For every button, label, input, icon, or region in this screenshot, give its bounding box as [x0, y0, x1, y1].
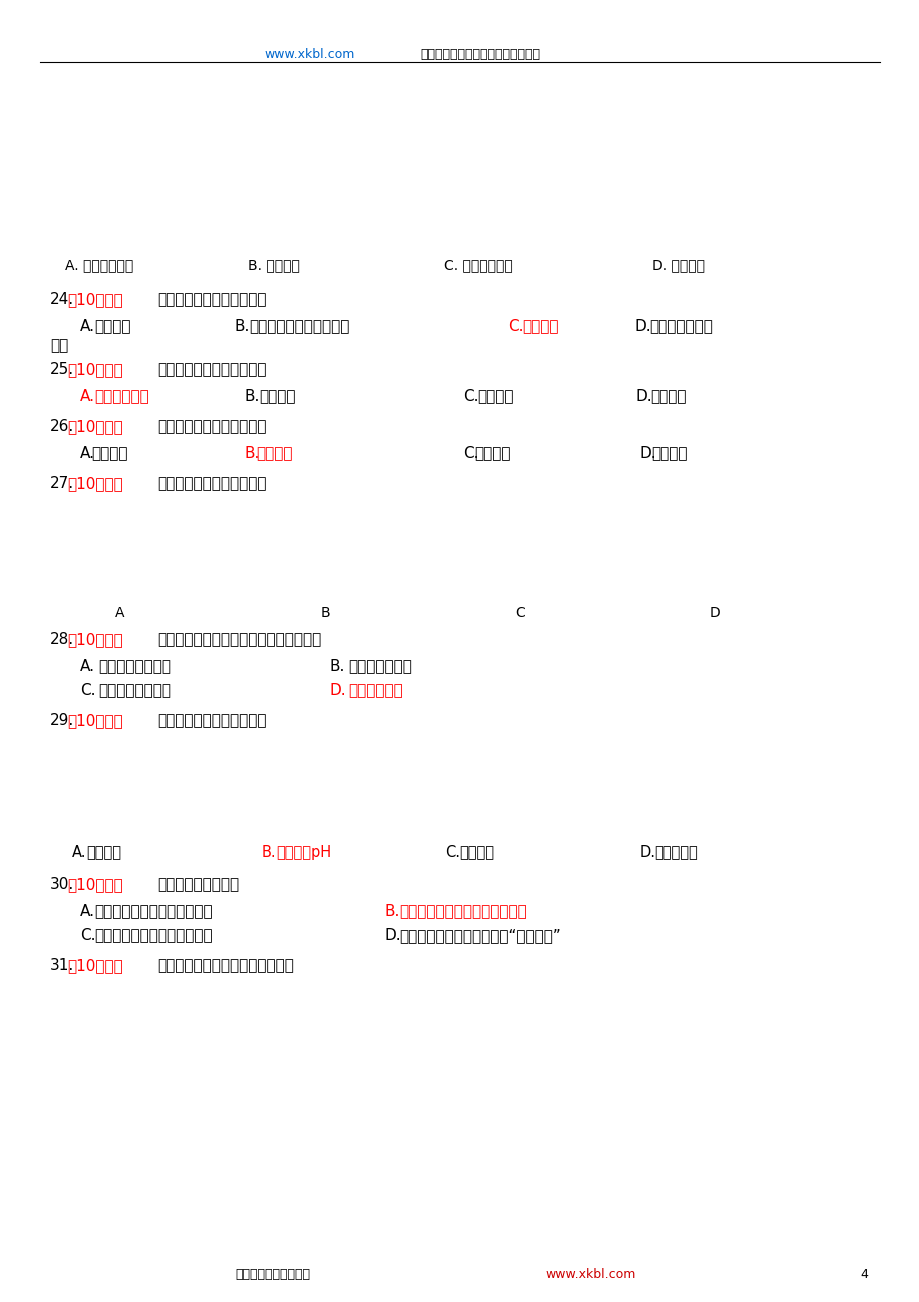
Text: （10南昌）: （10南昌） [67, 292, 122, 307]
Text: D: D [709, 605, 720, 620]
Text: A.: A. [72, 845, 86, 861]
Bar [474, 730, 650, 831]
Text: C.: C. [507, 319, 523, 335]
Text: A: A [115, 605, 125, 620]
Text: （10笔庆）: （10笔庆） [67, 878, 122, 892]
Text: www.xkbl.com: www.xkbl.com [544, 1268, 635, 1281]
Text: 下列变化属于化学变化的是: 下列变化属于化学变化的是 [157, 292, 267, 307]
Text: 氧气: 氧气 [50, 339, 68, 353]
Text: 新课标第一网系列资料: 新课标第一网系列资料 [234, 1268, 310, 1281]
Text: C.: C. [445, 845, 460, 861]
Text: 4: 4 [859, 1268, 867, 1281]
Text: A.: A. [80, 659, 95, 674]
Text: （10泰州）: （10泰州） [67, 958, 122, 973]
Text: A. 高温炅烧固体: A. 高温炅烧固体 [65, 258, 133, 272]
Text: D.: D. [330, 684, 346, 698]
Text: 面粉爆炸: 面粉爆炸 [259, 389, 295, 404]
Text: 牛奶变质: 牛奶变质 [473, 447, 510, 461]
Bar [55, 730, 230, 831]
Text: B.: B. [384, 904, 400, 919]
Text: （10潼南）: （10潼南） [67, 362, 122, 378]
Text: D. 加热液体: D. 加热液体 [652, 258, 704, 272]
Text: 28.: 28. [50, 631, 74, 647]
Text: 系列过程属于物理变化的是: 系列过程属于物理变化的是 [157, 419, 267, 434]
Text: B. 加热粉末: B. 加热粉末 [248, 258, 300, 272]
Text: 30.: 30. [50, 878, 74, 892]
Text: 29.: 29. [50, 713, 74, 728]
Text: 点燃可燃性气体之前必须验纯: 点燃可燃性气体之前必须验纯 [94, 904, 212, 919]
Text: A.: A. [80, 904, 95, 919]
Text: www.xkbl.com: www.xkbl.com [265, 48, 355, 61]
Text: 电解水生成氢气和氧气的过程属于: 电解水生成氢气和氧气的过程属于 [157, 958, 293, 973]
Text: D.: D. [640, 447, 656, 461]
Text: 冰雪融化: 冰雪融化 [255, 447, 292, 461]
Text: D.: D. [634, 319, 651, 335]
Text: 下列爆炸属于物理变化的是: 下列爆炸属于物理变化的是 [157, 362, 267, 378]
Text: （10笔庆）: （10笔庆） [67, 713, 122, 728]
Text: 在实验药品贮藏室门口写上“严禁烟火”: 在实验药品贮藏室门口写上“严禁烟火” [399, 928, 561, 943]
Text: （10义乌）: （10义乌） [67, 477, 122, 491]
Text: 24.: 24. [50, 292, 74, 307]
Text: B.: B. [234, 319, 250, 335]
Text: C. 水浴加热液体: C. 水浴加热液体 [444, 258, 512, 272]
Text: 瓦斯爆炸: 瓦斯爆炸 [651, 447, 686, 461]
Text: 火药爆炸: 火药爆炸 [476, 389, 513, 404]
Text: 称量固体: 称量固体 [459, 845, 494, 861]
Text: C.: C. [80, 684, 96, 698]
Text: 加热液体: 加热液体 [85, 845, 121, 861]
Text: B.: B. [244, 389, 260, 404]
Text: D.: D. [640, 845, 655, 861]
Text: 汽车轮胎爆炸: 汽车轮胎爆炸 [94, 389, 149, 404]
Text: A.: A. [80, 389, 95, 404]
Text: 以下实验基本操作正确的是: 以下实验基本操作正确的是 [157, 713, 267, 728]
Text: 25.: 25. [50, 362, 74, 378]
Bar [55, 493, 230, 594]
Text: 31.: 31. [50, 958, 74, 973]
Text: A.: A. [80, 447, 95, 461]
Text: 新课标第一网不用注册，免费下载！: 新课标第一网不用注册，免费下载！ [420, 48, 539, 61]
Text: 27.: 27. [50, 477, 74, 491]
Text: 下列物质质量增加的变化属于物理变化是: 下列物质质量增加的变化属于物理变化是 [157, 631, 321, 647]
Text: C.: C. [462, 389, 478, 404]
Text: 做实验的废液倒入指定容器内: 做实验的废液倒入指定容器内 [94, 928, 212, 943]
Text: 26.: 26. [50, 419, 74, 434]
Text: C: C [515, 605, 525, 620]
Text: C.: C. [462, 447, 478, 461]
Text: 敞放的固体烧碱: 敞放的固体烧碱 [347, 659, 412, 674]
Bar [685, 730, 859, 831]
Text: D.: D. [384, 928, 402, 943]
Text: B.: B. [330, 659, 345, 674]
Text: 活性炭吸附冰筱内的异味: 活性炭吸附冰筱内的异味 [249, 319, 349, 335]
Text: 海水晔烟: 海水晔烟 [94, 319, 130, 335]
Bar [265, 730, 439, 831]
Text: 下列做法中错误的是: 下列做法中错误的是 [157, 878, 239, 892]
Text: 分离液态空气制: 分离液态空气制 [648, 319, 712, 335]
Text: 燃放烟花: 燃放烟花 [521, 319, 558, 335]
Text: 下列实验操作中，正确的是: 下列实验操作中，正确的是 [157, 477, 267, 491]
Bar [474, 493, 650, 594]
Text: B: B [320, 605, 329, 620]
Text: B.: B. [262, 845, 277, 861]
Text: 露天堆放的生石灰: 露天堆放的生石灰 [98, 684, 171, 698]
Text: 煤气爆炸: 煤气爆炸 [650, 389, 686, 404]
Text: 铜片在空气中加热: 铜片在空气中加热 [98, 659, 171, 674]
Text: C.: C. [80, 928, 96, 943]
Text: 蜗烛燃烧: 蜗烛燃烧 [91, 447, 128, 461]
Bar [685, 493, 859, 594]
Text: 干燥木材吸水: 干燥木材吸水 [347, 684, 403, 698]
Text: B.: B. [244, 447, 260, 461]
Text: 给玻璃件器加热时都要垫石棉网: 给玻璃件器加热时都要垫石棉网 [399, 904, 527, 919]
Text: A.: A. [80, 319, 95, 335]
Text: D.: D. [635, 389, 652, 404]
Text: （10笔庆）: （10笔庆） [67, 631, 122, 647]
Bar [265, 493, 439, 594]
Text: 测定溶液pH: 测定溶液pH [276, 845, 331, 861]
Text: 稼释浓硫酸: 稼释浓硫酸 [653, 845, 697, 861]
Text: （10义乌）: （10义乌） [67, 419, 122, 434]
